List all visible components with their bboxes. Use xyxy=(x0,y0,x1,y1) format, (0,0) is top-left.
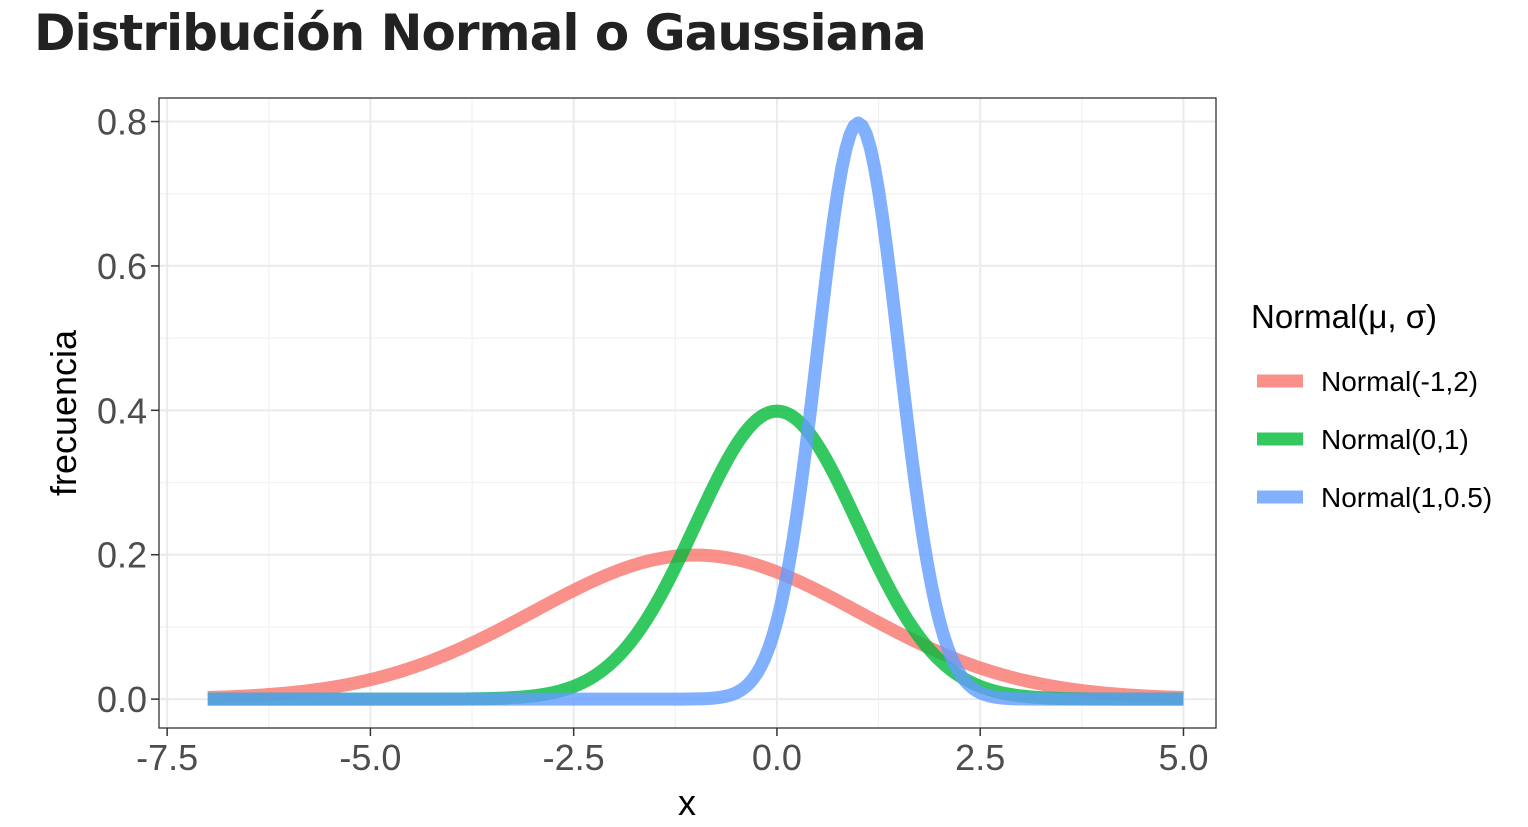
x-axis: -7.5 -5.0 -2.5 0.0 2.5 5.0 xyxy=(136,728,1209,778)
x-tick-label: 5.0 xyxy=(1158,737,1208,778)
series-line-normal-1-2 xyxy=(205,548,1186,705)
x-tick-label: 0.0 xyxy=(752,737,802,778)
y-tick-label: 0.8 xyxy=(97,102,147,143)
chart-title: Distribución Normal o Gaussiana xyxy=(34,4,927,62)
x-tick-label: -5.0 xyxy=(339,737,401,778)
y-tick-label: 0.0 xyxy=(97,679,147,720)
legend: Normal(μ, σ) Normal(-1,2)Normal(0,1)Norm… xyxy=(1251,298,1492,513)
plot-panel-background xyxy=(159,98,1216,728)
series-lines xyxy=(205,116,1186,706)
minor-gridlines xyxy=(159,98,1216,728)
legend-label: Normal(0,1) xyxy=(1321,424,1469,455)
y-tick-label: 0.2 xyxy=(97,535,147,576)
y-tick-label: 0.6 xyxy=(97,246,147,287)
legend-label: Normal(-1,2) xyxy=(1321,366,1478,397)
x-tick-label: 2.5 xyxy=(955,737,1005,778)
y-tick-label: 0.4 xyxy=(97,390,147,431)
x-axis-title: x xyxy=(678,782,696,823)
y-axis: 0.0 0.2 0.4 0.6 0.8 xyxy=(97,102,159,720)
x-tick-label: -7.5 xyxy=(136,737,198,778)
plot-panel-border xyxy=(158,97,1217,729)
series-line-normal-1-0-5 xyxy=(205,116,1186,706)
x-tick-label: -2.5 xyxy=(543,737,605,778)
legend-label: Normal(1,0.5) xyxy=(1321,482,1492,513)
legend-items: Normal(-1,2) Normal(0,1) Normal(1,0.5) xyxy=(1257,366,1492,513)
legend-title: Normal(μ, σ) xyxy=(1251,298,1437,335)
y-axis-title: frecuencia xyxy=(43,329,84,496)
